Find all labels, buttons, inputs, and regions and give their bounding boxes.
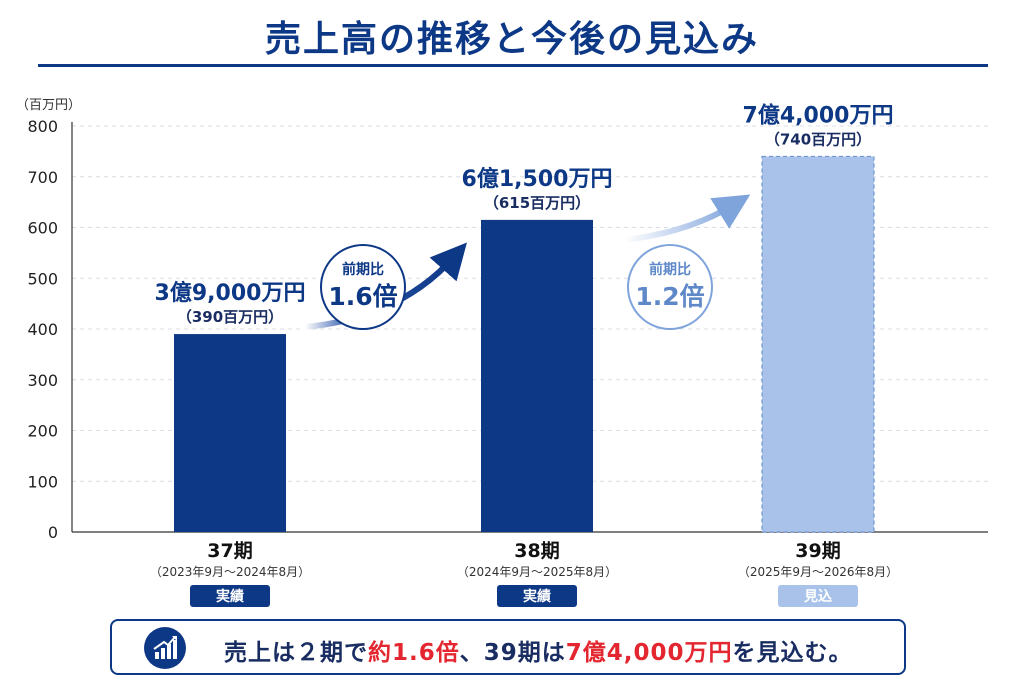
status-badge — [778, 585, 858, 607]
y-tick-label: 500 — [27, 269, 58, 288]
page-title: 売上高の推移と今後の見込み — [264, 19, 759, 60]
x-category-label: 39期 — [795, 540, 840, 562]
x-category-label: 38期 — [514, 540, 559, 562]
ratio-2-value: 1.2倍 — [635, 282, 704, 311]
x-period-label: （2025年9月～2026年8月） — [738, 565, 898, 579]
growth-arrow-2 — [622, 194, 751, 243]
status-badge-label: 見込 — [803, 588, 832, 605]
x-period-label: （2023年9月～2024年8月） — [150, 565, 310, 579]
x-category-label: 37期 — [207, 540, 252, 562]
bar-value-sublabel: （615百万円） — [484, 194, 590, 212]
ratio-circle-2 — [627, 244, 713, 330]
y-tick-label: 0 — [48, 523, 58, 542]
status-badge-label: 実績 — [523, 588, 551, 605]
bar-value-label: 6億1,500万円 — [462, 166, 613, 192]
ratio-1-caption: 前期比 — [342, 261, 384, 278]
summary-part-1: 売上は２期で — [224, 640, 368, 666]
y-axis-unit-label: （百万円） — [16, 98, 82, 113]
status-badge — [190, 585, 270, 607]
summary-part-5: を見込む。 — [732, 640, 853, 666]
summary-text: 売上は２期で約1.6倍、39期は7億4,000万円を見込む。 — [224, 633, 853, 667]
y-tick-label: 200 — [27, 422, 58, 441]
chart-growth-icon — [144, 627, 186, 669]
y-tick-label: 700 — [27, 168, 58, 187]
summary-part-3: 、39期は — [459, 640, 566, 666]
ratio-2-caption: 前期比 — [649, 261, 691, 278]
summary-highlight-growth: 約1.6倍 — [368, 640, 460, 666]
bar-value-label: 7億4,000万円 — [743, 102, 894, 128]
ratio-circle-1 — [320, 244, 406, 330]
bar-value-label: 3億9,000万円 — [155, 280, 306, 306]
summary-banner: 売上は２期で約1.6倍、39期は7億4,000万円を見込む。 — [110, 619, 906, 675]
ratio-1-value: 1.6倍 — [328, 282, 397, 311]
summary-highlight-forecast: 7億4,000万円 — [565, 640, 733, 666]
y-tick-label: 100 — [27, 472, 58, 491]
bar-3 — [761, 155, 875, 533]
y-tick-label: 300 — [27, 371, 58, 390]
y-tick-label: 600 — [27, 219, 58, 238]
y-tick-label: 400 — [27, 320, 58, 339]
bar-value-sublabel: （740百万円） — [765, 130, 871, 148]
x-period-label: （2024年9月～2025年8月） — [457, 565, 617, 579]
sales-bar-chart: 0 100 200 300 400 500 600 700 800 3億9,000万円 （390百… — [27, 102, 988, 607]
bar-2 — [481, 219, 593, 532]
bar-1 — [174, 334, 286, 532]
y-tick-label: 800 — [27, 117, 58, 136]
bar-value-sublabel: （390百万円） — [177, 308, 283, 326]
title-underline — [38, 64, 988, 67]
status-badge-label: 実績 — [216, 588, 244, 605]
status-badge — [497, 585, 577, 607]
